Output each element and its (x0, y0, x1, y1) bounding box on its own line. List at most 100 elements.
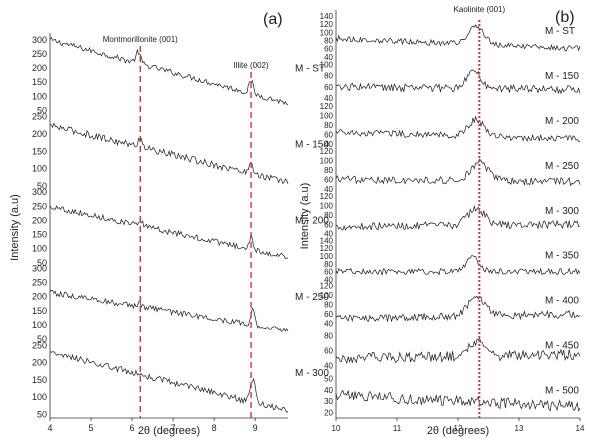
x-tick-label: 14 (576, 424, 585, 433)
y-tick-label: 100 (32, 91, 47, 101)
y-tick-label: 300 (32, 263, 47, 273)
trace-m-500 (335, 389, 581, 412)
y-tick-label: 200 (32, 215, 47, 225)
peak-annotation: Montmorillonite (001) (103, 35, 178, 44)
x-axis-title: 2θ (degrees) (138, 425, 200, 437)
y-tick-label: 50 (37, 181, 47, 191)
panel-a: (a) 4 5 6 7 8 9 2θ (degrees) Intensity (a.u) 300 2… (9, 11, 329, 437)
y-tick-label: 120 (320, 147, 334, 156)
y-tick-label: 150 (32, 77, 47, 87)
y-tick-label: 120 (320, 282, 334, 291)
y-tick-label: 100 (32, 164, 47, 174)
y-tick-label: 100 (320, 252, 334, 261)
y-tick-label: 120 (320, 20, 334, 29)
y-tick-label: 200 (32, 292, 47, 302)
peak-annotation: Illite (002) (234, 61, 269, 70)
sample-label: M - 300 (545, 206, 579, 217)
y-tick-label: 150 (32, 375, 47, 385)
y-tick-label: 40 (324, 362, 333, 371)
y-tick-label: 150 (32, 146, 47, 156)
panel-label: (b) (555, 9, 575, 26)
y-tick-label: 200 (32, 358, 47, 368)
y-tick-label: 50 (37, 334, 47, 344)
sample-label: M - ST (545, 26, 575, 37)
y-tick-label: 140 (320, 236, 334, 245)
y-tick-label: 50 (37, 410, 47, 420)
sample-label: M - 250 (545, 161, 579, 172)
y-tick-label: 80 (324, 121, 333, 130)
y-tick-label: 120 (320, 192, 334, 201)
trace-m-st (49, 36, 289, 106)
trace-m-200 (335, 115, 581, 143)
y-tick-label: 40 (324, 386, 333, 395)
trace-m-150 (49, 122, 289, 185)
sample-label: M - 400 (545, 296, 579, 307)
y-tick-label: 250 (32, 278, 47, 288)
y-tick-label: 60 (324, 83, 333, 92)
sample-label: M - ST (295, 63, 325, 74)
y-tick-label: 60 (324, 130, 333, 139)
sample-label: M - 450 (545, 340, 579, 351)
y-tick-label: 100 (32, 392, 47, 402)
y-tick-label: 100 (320, 291, 334, 300)
sample-label: M - 150 (295, 139, 329, 150)
x-tick-label: 10 (332, 424, 341, 433)
x-tick-label: 12 (454, 424, 463, 433)
x-tick-label: 4 (47, 423, 52, 433)
sample-label: M - 500 (545, 385, 579, 396)
trace-m-250 (49, 290, 289, 332)
y-tick-label: 80 (324, 37, 333, 46)
y-tick-label: 50 (324, 375, 333, 384)
sample-label: M - 250 (295, 292, 329, 303)
y-tick-label: 60 (324, 310, 333, 319)
y-tick-label: 80 (324, 72, 333, 81)
y-tick-label: 250 (32, 201, 47, 211)
x-tick-label: 13 (515, 424, 524, 433)
y-tick-label: 80 (324, 211, 333, 220)
y-tick-label: 100 (320, 28, 334, 37)
y-tick-label: 60 (324, 347, 333, 356)
trace-m-200 (49, 205, 289, 260)
y-tick-label: 250 (32, 112, 47, 122)
y-axis-title: Intensity (a.u) (9, 194, 21, 261)
trace-m-st (335, 24, 581, 52)
y-tick-label: 40 (324, 185, 333, 194)
y-tick-label: 150 (32, 230, 47, 240)
y-tick-label: 60 (324, 220, 333, 229)
trace-m-300 (335, 204, 581, 231)
y-tick-label: 60 (324, 268, 333, 277)
y-tick-label: 300 (32, 35, 47, 45)
y-tick-label: 200 (32, 129, 47, 139)
y-tick-label: 30 (324, 397, 333, 406)
y-tick-label: 250 (32, 49, 47, 59)
y-tick-label: 40 (324, 230, 333, 239)
y-tick-label: 50 (37, 258, 47, 268)
sample-label: M - 200 (295, 216, 329, 227)
y-tick-label: 200 (32, 63, 47, 73)
y-tick-label: 300 (32, 187, 47, 197)
trace-m-250 (335, 158, 581, 187)
y-tick-label: 40 (324, 94, 333, 103)
peak-annotation: Kaolinite (001) (454, 5, 506, 14)
x-tick-label: 11 (393, 424, 402, 433)
trace-m-350 (335, 255, 581, 276)
x-tick-label: 6 (130, 423, 135, 433)
trace-m-300 (49, 351, 289, 413)
x-tick-label: 8 (212, 423, 217, 433)
y-tick-label: 100 (32, 320, 47, 330)
sample-label: M - 300 (295, 368, 329, 379)
panel-label: (a) (263, 11, 283, 28)
x-axis-title: 2θ (degrees) (427, 425, 489, 437)
y-tick-label: 80 (324, 301, 333, 310)
y-tick-label: 250 (32, 340, 47, 350)
trace-m-150 (335, 69, 581, 95)
y-tick-label: 60 (324, 175, 333, 184)
y-tick-label: 140 (320, 12, 334, 21)
sample-label: M - 200 (545, 116, 579, 127)
y-tick-label: 20 (324, 408, 333, 417)
y-tick-label: 50 (37, 105, 47, 115)
y-axis-title: Intensity (a.u) (299, 183, 311, 250)
sample-label: M - 150 (545, 71, 579, 82)
y-tick-label: 40 (324, 275, 333, 284)
y-tick-label: 100 (320, 112, 334, 121)
